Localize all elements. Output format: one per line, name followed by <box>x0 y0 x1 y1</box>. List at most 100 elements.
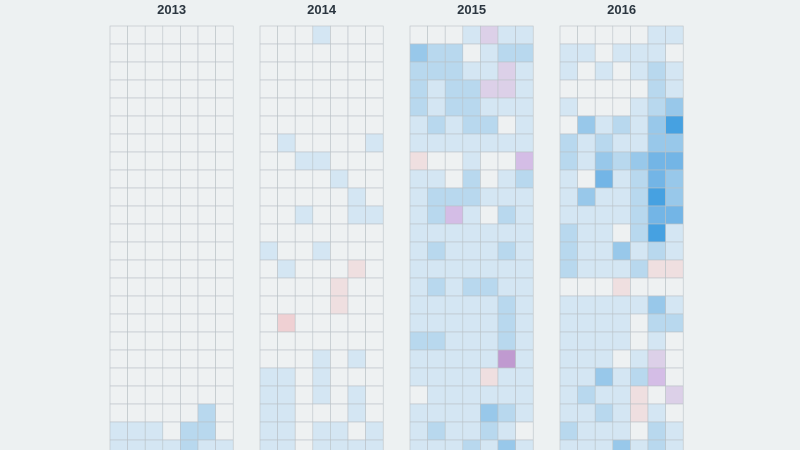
heatmap-cell <box>127 79 146 99</box>
heatmap-cell <box>577 79 596 99</box>
heatmap-cell <box>330 421 349 441</box>
heatmap-cell <box>365 277 384 297</box>
heatmap-cell <box>577 367 596 387</box>
heatmap-cell <box>365 151 384 171</box>
heatmap-cell <box>444 439 464 450</box>
heatmap-cell <box>515 385 534 405</box>
heatmap-cell <box>277 277 296 297</box>
heatmap-cell <box>197 439 216 450</box>
heatmap-cell <box>277 439 296 450</box>
heatmap-cell <box>647 205 666 225</box>
heatmap-cell <box>330 277 349 297</box>
heatmap-cell <box>515 439 534 450</box>
heatmap-cell <box>347 385 366 405</box>
heatmap-cell <box>665 331 684 351</box>
heatmap-cell <box>497 97 516 117</box>
heatmap-cell <box>427 205 446 225</box>
heatmap-cell <box>347 331 366 351</box>
heatmap-cell <box>409 421 428 441</box>
heatmap-cell <box>577 403 596 423</box>
heatmap-cell <box>144 187 164 207</box>
heatmap-cell <box>162 331 181 351</box>
heatmap-cell <box>515 367 534 387</box>
heatmap-cell <box>612 187 631 207</box>
heatmap-cell <box>665 25 684 45</box>
heatmap-cell <box>444 79 464 99</box>
heatmap-cell <box>162 367 181 387</box>
heatmap-cell <box>612 259 631 279</box>
heatmap-cell <box>427 313 446 333</box>
heatmap-cell <box>647 241 666 261</box>
heatmap-cell <box>109 25 128 45</box>
heatmap-cell <box>515 169 534 189</box>
heatmap-cell <box>409 295 428 315</box>
heatmap-cell <box>347 259 366 279</box>
heatmap-cell <box>259 151 278 171</box>
heatmap-cell <box>444 349 464 369</box>
heatmap-cell <box>559 25 578 45</box>
heatmap-cell <box>294 205 314 225</box>
heatmap-cell <box>259 187 278 207</box>
heatmap-cell <box>480 385 499 405</box>
heatmap-cell <box>515 349 534 369</box>
heatmap-cell <box>497 223 516 243</box>
heatmap-cell <box>180 79 199 99</box>
heatmap-cell <box>577 205 596 225</box>
heatmap-cell <box>444 133 464 153</box>
heatmap-cell <box>215 349 234 369</box>
heatmap-cell <box>577 133 596 153</box>
heatmap-cell <box>294 277 314 297</box>
heatmap-cell <box>180 295 199 315</box>
heatmap-cell <box>347 187 366 207</box>
heatmap-cell <box>462 241 481 261</box>
heatmap-cell <box>462 259 481 279</box>
heatmap-cell <box>612 421 631 441</box>
heatmap-cell <box>559 187 578 207</box>
heatmap-cell <box>109 115 128 135</box>
heatmap-cell <box>497 331 516 351</box>
heatmap-cell <box>462 79 481 99</box>
heatmap-cell <box>647 313 666 333</box>
heatmap-cell <box>365 367 384 387</box>
heatmap-cell <box>330 385 349 405</box>
heatmap-cell <box>427 439 446 450</box>
heatmap-cell <box>665 43 684 63</box>
heatmap-cell <box>365 259 384 279</box>
heatmap-cell <box>312 421 331 441</box>
heatmap-cell <box>294 331 314 351</box>
heatmap-cell <box>180 115 199 135</box>
heatmap-cell <box>594 403 614 423</box>
heatmap-cell <box>144 331 164 351</box>
heatmap-cell <box>577 295 596 315</box>
heatmap-cell <box>180 187 199 207</box>
heatmap-cell <box>180 205 199 225</box>
heatmap-cell <box>427 43 446 63</box>
heatmap-cell <box>647 187 666 207</box>
heatmap-cell <box>330 241 349 261</box>
heatmap-cell <box>594 43 614 63</box>
heatmap-cell <box>444 43 464 63</box>
heatmap-cell <box>197 43 216 63</box>
heatmap-cell <box>215 313 234 333</box>
heatmap-cell <box>180 331 199 351</box>
heatmap-cell <box>594 25 614 45</box>
heatmap-cell <box>215 61 234 81</box>
heatmap-cell <box>630 421 649 441</box>
heatmap-cell <box>162 439 181 450</box>
heatmap-cell <box>647 277 666 297</box>
heatmap-cell <box>515 403 534 423</box>
heatmap-cell <box>162 223 181 243</box>
heatmap-cell <box>497 349 516 369</box>
heatmap-cell <box>197 403 216 423</box>
heatmap-cell <box>330 295 349 315</box>
heatmap-cell <box>444 187 464 207</box>
heatmap-cell <box>312 79 331 99</box>
heatmap-cell <box>365 115 384 135</box>
heatmap-cell <box>330 331 349 351</box>
heatmap-cell <box>462 43 481 63</box>
heatmap-cell <box>330 349 349 369</box>
heatmap-cell <box>127 187 146 207</box>
heatmap-cell <box>480 205 499 225</box>
heatmap-cell <box>559 313 578 333</box>
